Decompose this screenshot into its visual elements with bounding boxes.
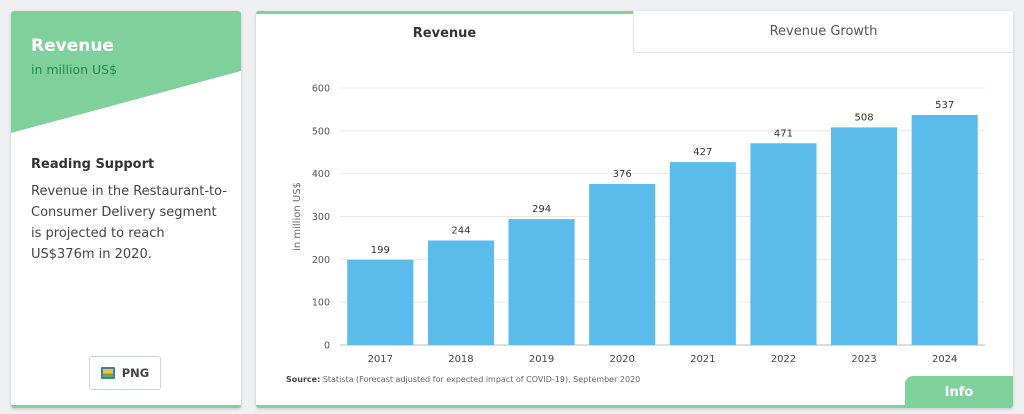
bar xyxy=(669,162,736,345)
bar xyxy=(911,114,978,345)
y-tick-label: 500 xyxy=(312,126,330,137)
bar-value-label: 508 xyxy=(855,112,874,123)
bar xyxy=(508,219,575,345)
y-axis-label: in million US$ xyxy=(292,182,303,251)
x-tick-label: 2017 xyxy=(368,354,393,365)
bar xyxy=(589,183,656,345)
x-tick-label: 2020 xyxy=(609,354,634,365)
info-button[interactable]: Info xyxy=(905,376,1013,405)
bar-value-label: 427 xyxy=(693,147,712,158)
png-button-label: PNG xyxy=(121,366,150,380)
header-banner-shape xyxy=(11,11,241,133)
image-icon xyxy=(100,367,115,379)
tab-revenue[interactable]: Revenue xyxy=(256,11,633,53)
png-download-button[interactable]: PNG xyxy=(89,356,161,390)
bar-value-label: 199 xyxy=(371,245,390,256)
reading-support-card: Revenue in million US$ Reading Support R… xyxy=(11,11,241,408)
tab-revenue-growth[interactable]: Revenue Growth xyxy=(633,11,1013,53)
reading-support-title: Reading Support xyxy=(31,157,155,172)
chart-card: Revenue Revenue Growth 0 100 200 300 400 500 6… xyxy=(256,11,1013,408)
left-card-title: Revenue xyxy=(31,36,114,56)
bar-value-label: 244 xyxy=(451,225,470,236)
left-card-header: Revenue in million US$ xyxy=(11,11,241,136)
chart-area: 0 100 200 300 400 500 600 in million US$ 199 2017… xyxy=(256,53,1013,405)
bar-value-label: 376 xyxy=(613,169,632,180)
x-tick-label: 2018 xyxy=(448,354,473,365)
x-tick-label: 2022 xyxy=(771,354,796,365)
y-tick-label: 0 xyxy=(324,341,330,352)
bar-value-label: 471 xyxy=(774,128,793,139)
source-note: Source: Statista (Forecast adjusted for … xyxy=(286,375,640,384)
bar xyxy=(831,127,898,345)
reading-support-text: Revenue in the Restaurant-to-Consumer De… xyxy=(31,184,228,262)
bar xyxy=(347,259,414,345)
bar-value-label: 537 xyxy=(935,100,954,111)
x-tick-label: 2021 xyxy=(690,354,715,365)
bar-value-label: 294 xyxy=(532,204,551,215)
y-tick-label: 400 xyxy=(312,169,330,180)
y-tick-label: 200 xyxy=(312,255,330,266)
y-tick-label: 100 xyxy=(312,298,330,309)
source-label: Source: xyxy=(286,375,321,384)
bar xyxy=(750,143,817,345)
source-text: Statista (Forecast adjusted for expected… xyxy=(322,375,641,384)
x-tick-label: 2023 xyxy=(851,354,876,365)
left-card-subtitle: in million US$ xyxy=(31,62,118,77)
x-tick-label: 2019 xyxy=(529,354,554,365)
x-tick-label: 2024 xyxy=(932,354,957,365)
y-tick-label: 600 xyxy=(312,84,330,95)
bar xyxy=(427,240,494,345)
y-tick-label: 300 xyxy=(312,212,330,223)
bar-chart: 0 100 200 300 400 500 600 in million US$ 199 2017… xyxy=(292,84,985,365)
